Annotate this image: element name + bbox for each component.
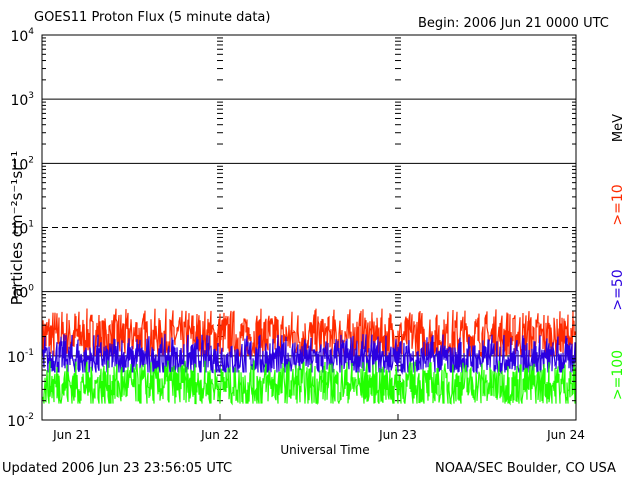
series-line-2 (42, 360, 576, 406)
x-tick-label-2: Jun 23 (378, 428, 417, 442)
updated-time: Updated 2006 Jun 23 23:56:05 UTC (2, 461, 233, 476)
y-tick-label-3: 101 (10, 220, 34, 238)
axis-layer (41, 34, 577, 421)
y-tick-label-2: 100 (10, 284, 34, 302)
y-tick-label-5: 103 (10, 91, 34, 109)
series-layer (42, 308, 576, 406)
begin-time: Begin: 2006 Jun 21 0000 UTC (418, 16, 609, 31)
legend-2: >=100 (610, 350, 626, 400)
label-layer: 10-2 10-1 100 101 102 103 104 Jun 21 Jun 22 Jun 2… (7, 27, 626, 457)
data-source: NOAA/SEC Boulder, CO USA (435, 461, 616, 476)
x-tick-label-0: Jun 21 (52, 428, 91, 442)
y-tick-label-4: 102 (10, 155, 34, 173)
legend-1: >=50 (610, 269, 626, 310)
series-line-0 (42, 308, 576, 359)
x-axis-label: Universal Time (280, 443, 369, 457)
plot-frame (41, 34, 577, 421)
grid-layer (42, 37, 576, 402)
series-line-1 (42, 333, 576, 375)
x-tick-label-3: Jun 24 (546, 428, 585, 442)
y-axis-label: Particles cm⁻²s⁻¹sr⁻¹ (8, 151, 26, 305)
legend-0: >=10 (610, 184, 626, 225)
y-tick-label-1: 10-1 (7, 348, 34, 366)
x-tick-label-1: Jun 22 (200, 428, 239, 442)
y-tick-label-0: 10-2 (7, 412, 34, 430)
legend-unit: MeV (611, 114, 626, 142)
chart-title: GOES11 Proton Flux (5 minute data) (34, 10, 271, 25)
y-tick-label-6: 104 (10, 27, 34, 45)
